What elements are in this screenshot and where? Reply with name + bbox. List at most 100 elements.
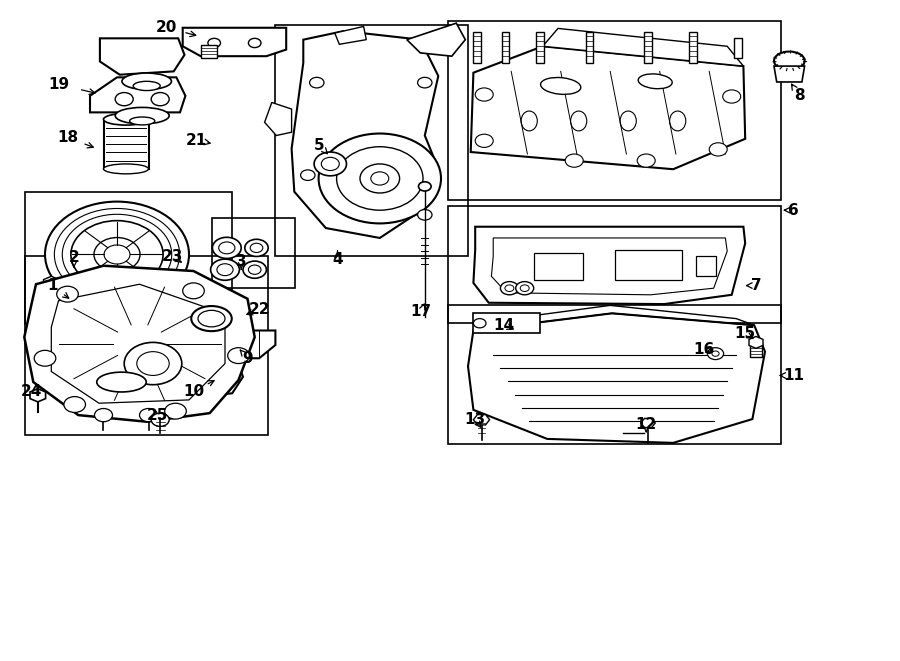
Text: 19: 19 [48, 77, 69, 92]
Polygon shape [473, 414, 490, 425]
Circle shape [57, 286, 78, 302]
Text: 22: 22 [248, 302, 270, 317]
Polygon shape [407, 23, 465, 56]
Circle shape [137, 352, 169, 375]
Circle shape [712, 351, 719, 356]
Circle shape [151, 413, 169, 426]
Polygon shape [468, 313, 765, 443]
Bar [536, 32, 544, 63]
Ellipse shape [541, 77, 580, 95]
Circle shape [248, 265, 261, 274]
Circle shape [637, 154, 655, 167]
Text: 6: 6 [788, 203, 799, 217]
Polygon shape [100, 38, 184, 75]
Circle shape [183, 283, 204, 299]
Polygon shape [543, 28, 743, 66]
Circle shape [124, 342, 182, 385]
Bar [104, 120, 148, 169]
Circle shape [219, 242, 235, 254]
Bar [25, 192, 232, 324]
Ellipse shape [191, 306, 232, 331]
Ellipse shape [774, 52, 805, 70]
Text: 15: 15 [734, 327, 756, 341]
Circle shape [140, 408, 158, 422]
Circle shape [475, 88, 493, 101]
Circle shape [520, 285, 529, 292]
Circle shape [250, 243, 263, 253]
Circle shape [475, 134, 493, 147]
Bar [586, 32, 593, 63]
Circle shape [319, 134, 441, 223]
Text: 11: 11 [783, 368, 805, 383]
Bar [734, 38, 742, 58]
Circle shape [371, 172, 389, 185]
Circle shape [301, 170, 315, 180]
Circle shape [94, 408, 112, 422]
Bar [534, 253, 583, 280]
Bar [473, 32, 481, 63]
Bar [448, 21, 781, 200]
Circle shape [208, 38, 220, 48]
Circle shape [337, 147, 423, 210]
Circle shape [723, 90, 741, 103]
Circle shape [314, 152, 346, 176]
Circle shape [505, 285, 514, 292]
Polygon shape [750, 342, 762, 357]
Polygon shape [30, 389, 46, 402]
Bar [615, 250, 682, 280]
Polygon shape [43, 276, 59, 290]
Polygon shape [749, 336, 763, 348]
Ellipse shape [638, 74, 672, 89]
Polygon shape [24, 266, 255, 422]
Bar [696, 256, 716, 276]
Circle shape [211, 259, 239, 280]
Circle shape [709, 143, 727, 156]
Bar [644, 32, 652, 63]
Text: 18: 18 [57, 130, 78, 145]
Text: 2: 2 [68, 251, 79, 265]
Text: 12: 12 [635, 417, 657, 432]
Circle shape [418, 77, 432, 88]
Bar [473, 313, 540, 333]
Text: 9: 9 [242, 351, 253, 366]
Circle shape [212, 237, 241, 258]
Bar [448, 206, 781, 323]
Polygon shape [212, 330, 275, 358]
Polygon shape [183, 28, 286, 56]
Text: 5: 5 [314, 138, 325, 153]
Text: 24: 24 [21, 384, 42, 399]
Circle shape [217, 264, 233, 276]
Bar [448, 305, 781, 444]
Polygon shape [265, 102, 292, 136]
Ellipse shape [133, 81, 160, 91]
Circle shape [248, 38, 261, 48]
Text: 20: 20 [156, 20, 177, 35]
Ellipse shape [115, 107, 169, 124]
Polygon shape [180, 365, 243, 397]
Circle shape [707, 348, 724, 360]
Circle shape [228, 348, 249, 364]
Polygon shape [201, 45, 217, 58]
Circle shape [64, 397, 86, 412]
Polygon shape [292, 31, 438, 238]
Circle shape [321, 157, 339, 171]
Polygon shape [774, 66, 805, 82]
Circle shape [473, 319, 486, 328]
Polygon shape [641, 418, 655, 428]
Circle shape [245, 239, 268, 256]
Text: 4: 4 [332, 252, 343, 266]
Polygon shape [473, 227, 745, 304]
Circle shape [500, 282, 518, 295]
Ellipse shape [104, 164, 148, 174]
Circle shape [565, 154, 583, 167]
Bar [689, 32, 697, 63]
Circle shape [45, 202, 189, 307]
Bar [502, 32, 509, 63]
Ellipse shape [122, 73, 172, 90]
Ellipse shape [97, 372, 146, 392]
Ellipse shape [198, 310, 225, 327]
Circle shape [310, 77, 324, 88]
Circle shape [34, 350, 56, 366]
Text: 17: 17 [410, 305, 432, 319]
Circle shape [165, 403, 186, 419]
